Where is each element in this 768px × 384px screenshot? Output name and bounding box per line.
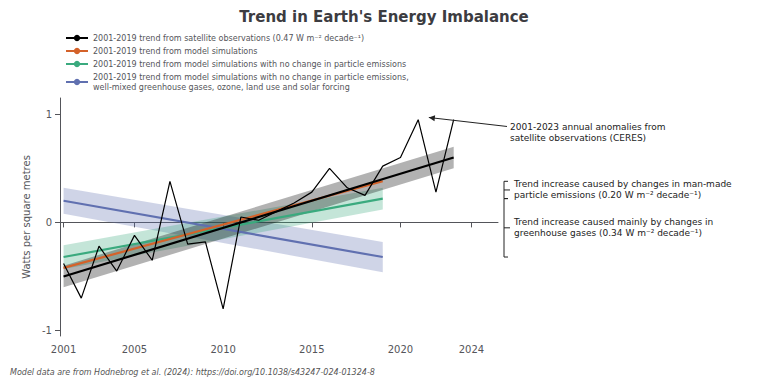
svg-text:2015: 2015 bbox=[299, 344, 324, 355]
svg-text:Trend increase caused mainly b: Trend increase caused mainly by changes … bbox=[513, 217, 713, 227]
svg-text:particle emissions (0.20 W m⁻²: particle emissions (0.20 W m⁻² decade⁻¹) bbox=[514, 190, 701, 200]
svg-text:2001: 2001 bbox=[51, 344, 76, 355]
svg-text:2001-2019 trend from satellite: 2001-2019 trend from satellite observati… bbox=[93, 34, 364, 43]
svg-text:Trend increase caused by chang: Trend increase caused by changes in man-… bbox=[513, 179, 732, 189]
svg-text:2020: 2020 bbox=[388, 344, 413, 355]
svg-text:2001-2023 annual anomalies fro: 2001-2023 annual anomalies from bbox=[510, 122, 665, 132]
svg-text:0: 0 bbox=[46, 217, 52, 228]
svg-text:2001-2019 trend from model sim: 2001-2019 trend from model simulations w… bbox=[93, 60, 406, 69]
svg-text:-1: -1 bbox=[42, 325, 52, 336]
svg-text:2010: 2010 bbox=[210, 344, 235, 355]
svg-text:well-mixed greenhouse gases, o: well-mixed greenhouse gases, ozone, land… bbox=[93, 83, 350, 92]
svg-text:Trend in Earth's Energy Imbala: Trend in Earth's Energy Imbalance bbox=[239, 8, 529, 26]
svg-text:2001-2019 trend from model sim: 2001-2019 trend from model simulations w… bbox=[93, 73, 409, 82]
svg-text:2005: 2005 bbox=[122, 344, 147, 355]
svg-text:1: 1 bbox=[46, 109, 52, 120]
svg-text:Watts per square metres: Watts per square metres bbox=[21, 155, 32, 279]
svg-text:greenhouse gases (0.34 W m⁻² d: greenhouse gases (0.34 W m⁻² decade⁻¹) bbox=[514, 228, 702, 238]
svg-text:Model data are from Hodnebrog: Model data are from Hodnebrog et al. (20… bbox=[10, 368, 375, 377]
svg-text:2024: 2024 bbox=[459, 344, 484, 355]
svg-text:2001-2019 trend from model sim: 2001-2019 trend from model simulations bbox=[93, 47, 258, 56]
svg-text:satellite observations (CERES): satellite observations (CERES) bbox=[510, 133, 646, 143]
